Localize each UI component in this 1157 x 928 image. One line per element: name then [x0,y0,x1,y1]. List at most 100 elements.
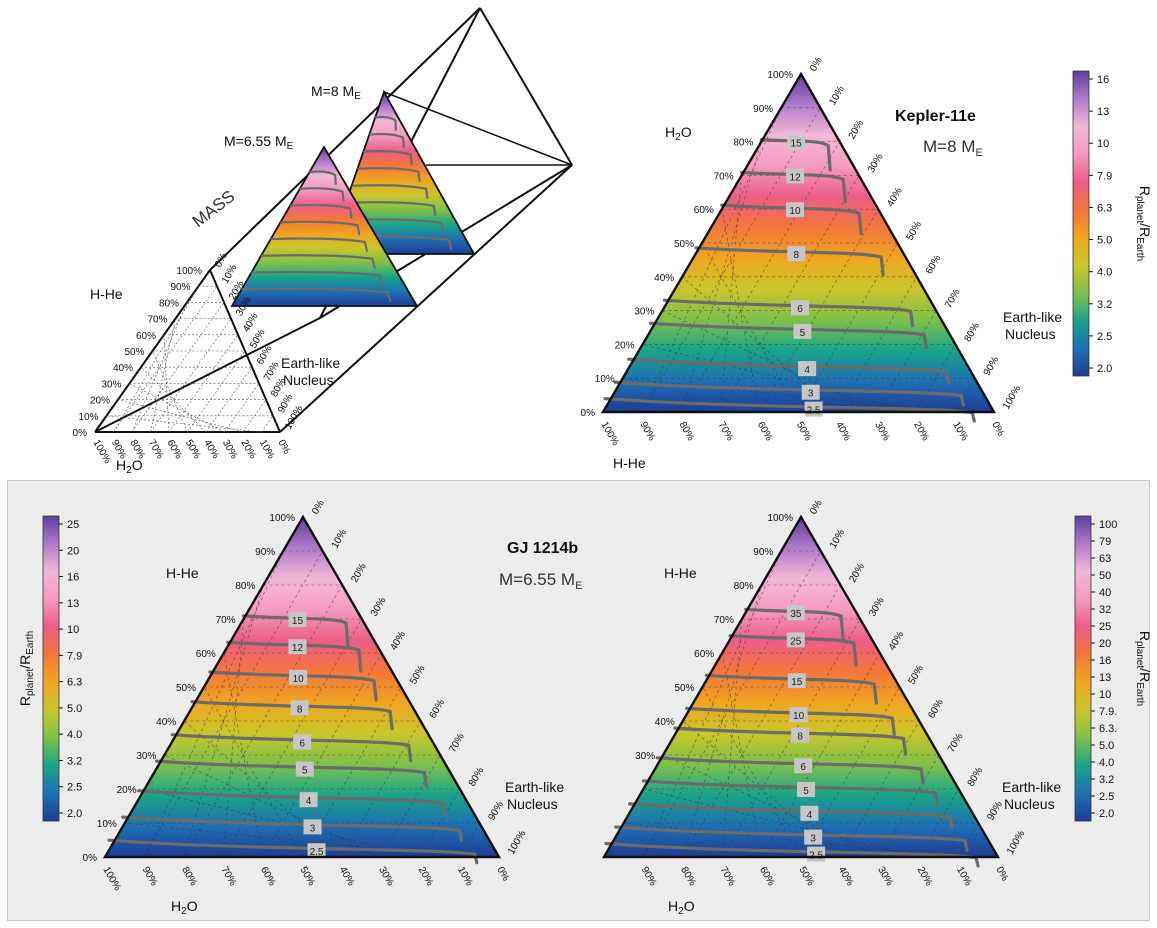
left-tick: 30% [635,751,655,762]
colorbar-tick: 3.2 [1099,774,1114,786]
base-left-tick: 70% [147,315,167,326]
contour-label-bg [786,168,805,184]
base-bottom-tick: 0% [275,438,292,456]
right-tick: 10% [330,528,350,551]
base-left-tick: 60% [136,331,156,342]
colorbar-title: Rplanet/REarth [1134,631,1153,706]
colorbar-tick: 5.0 [1097,235,1112,247]
colorbar-tick: 10 [1097,138,1109,150]
colorbar-title: Rplanet/REarth [17,631,36,706]
chart-title: Kepler-11e [895,108,976,125]
contour-4 [627,357,951,385]
contour-label-bg [793,323,812,339]
mass-far-label: M=8 ME [311,83,361,102]
bottom-tick: 10% [954,865,974,888]
contour-label-bg [791,300,810,316]
contour-label: 3 [808,389,814,400]
left-tick: 30% [136,751,156,762]
contour-label-bg [787,134,806,150]
contour-label-bg [785,202,804,218]
colorbar-tick: 5.0 [1099,740,1114,752]
bottom-tick: 30% [875,865,895,888]
prism-edge [279,164,573,433]
left-tick: 40% [654,273,674,284]
left-tick: 50% [674,239,694,250]
colorbar-tick: 20 [67,545,79,557]
contour-4 [628,802,954,830]
right-tick: 0% [808,498,825,516]
bottom-tick: 0% [494,865,511,883]
vertex-top-label: H-He [166,565,199,581]
colorbar [42,515,60,822]
contour-label: 6 [797,304,803,315]
colorbar-tick: 40 [1099,587,1111,599]
contour-label: 5 [302,766,308,777]
contour-5 [648,321,928,350]
contour-label-bg [801,384,820,400]
contour-label-bg [794,758,813,774]
contour-label: 10 [789,206,801,217]
colorbar-tick: 2.0 [1097,363,1112,375]
colorbar-tick: 16 [1099,655,1111,667]
colorbar [1072,70,1090,377]
colorbar-tick: 16 [1097,74,1109,86]
vertex-right-label-2: Nucleus [507,796,558,812]
right-tick: 100% [1005,829,1027,857]
contour-label: 2.5 [310,847,324,858]
ternary-chart-2: 35251510865432.530%40%50%60%70%80%90%100… [601,498,1153,917]
left-tick: 0% [83,853,98,864]
contour-label-bg [797,782,816,797]
contour-label: 15 [791,139,803,150]
contour-label: 8 [793,250,799,261]
right-tick: 40% [388,630,408,653]
right-tick: 100% [506,829,528,857]
contour-label: 3 [310,823,316,834]
vertex-top-label: H-He [664,565,697,581]
contour-label: 8 [297,704,303,715]
colorbar-tick: 16 [67,572,79,584]
left-tick: 10% [595,374,615,385]
colorbar-tick: 7.9 [1097,170,1112,182]
colorbar-tick: 7.9 [67,650,82,662]
chart-subtitle: M=8 ME [923,137,983,159]
right-tick: 50% [907,664,927,687]
colorbar-tick: 10 [1099,689,1111,701]
left-tick: 20% [615,340,635,351]
ternary-chart-1: 151210865432.50%10%20%30%40%50%60%70%80%… [17,498,582,917]
base-bottom-tick: 20% [238,438,258,461]
contour-label: 6 [299,738,305,749]
diagram-vertex-hhe: H-He [90,286,123,302]
mass-label: MASS [189,187,239,232]
bottom-tick: 100% [598,420,620,448]
chart-subtitle: M=6.55 ME [499,570,582,592]
base-bottom-tick: 80% [127,438,147,461]
colorbar-tick: 4.0 [67,729,82,741]
bottom-tick: 30% [376,865,396,888]
contour-4 [137,789,447,817]
diagram-vertex-earth-a: Earth-like [281,355,340,371]
contour-label: 4 [306,796,312,807]
base-grid [106,285,274,433]
ternary-outline [600,71,997,414]
mass-prism-diagram: MASS M=6.55 ME M=8 ME H-He Earth-like Nu… [73,7,573,476]
colorbar-tick: 3.2 [67,755,82,767]
right-tick: 10% [828,528,848,551]
bottom-tick: 20% [911,420,931,443]
right-tick: 30% [369,596,389,619]
base-left-tick: 50% [124,347,144,358]
ternary-grid [124,550,480,858]
right-tick: 60% [926,698,946,721]
colorbar-tick: 63 [1099,553,1111,565]
contour-3 [121,815,464,843]
left-tick: 100% [269,513,295,524]
bottom-tick: 90% [639,865,659,888]
bottom-tick: 40% [337,865,357,888]
contour-8 [694,246,885,277]
contour-label-bg [307,843,326,859]
right-tick: 50% [905,220,925,243]
ternary-outline [102,514,502,859]
contour-12 [226,640,363,673]
